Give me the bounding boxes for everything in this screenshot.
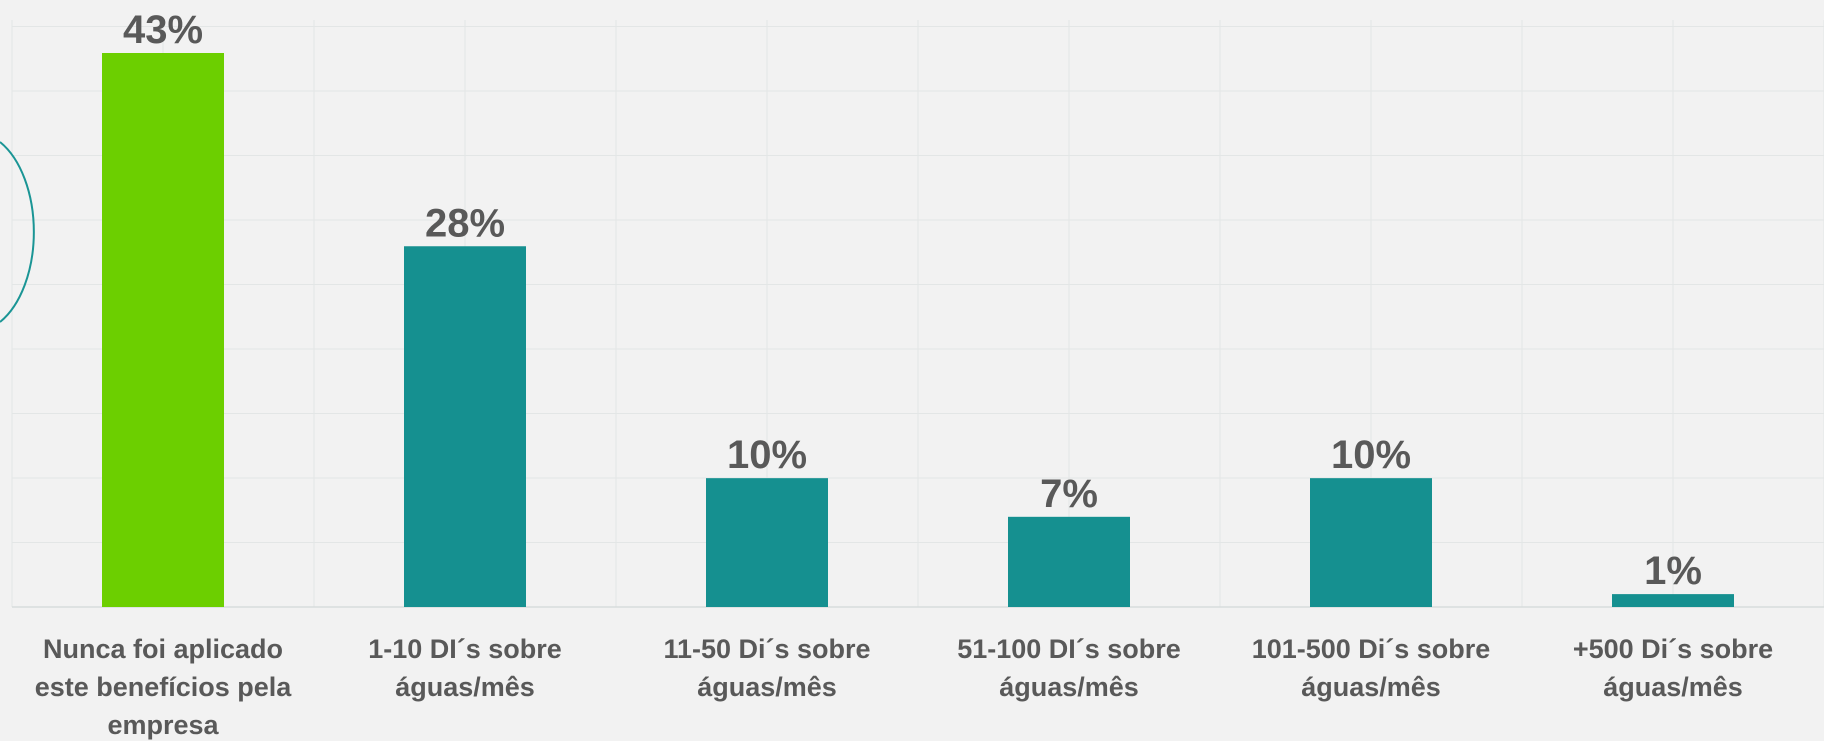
x-tick-label: 11-50 Di´s sobre águas/mês bbox=[663, 634, 870, 702]
x-tick-label: Nunca foi aplicado este benefícios pela em… bbox=[35, 634, 293, 740]
category-labels: Nunca foi aplicado este benefícios pela em… bbox=[35, 634, 1773, 740]
value-labels: 43% 28% 10% 7% 10% 1% bbox=[123, 8, 1702, 593]
bar bbox=[1310, 478, 1432, 607]
bar bbox=[1612, 594, 1734, 607]
bars bbox=[102, 53, 1734, 608]
grid bbox=[11, 20, 1824, 608]
data-label: 7% bbox=[1040, 472, 1098, 516]
data-label: 10% bbox=[727, 433, 807, 477]
bar bbox=[1008, 516, 1130, 607]
x-tick-label: 101-500 Di´s sobre águas/mês bbox=[1252, 634, 1491, 702]
x-tick-label: 51-100 DI´s sobre águas/mês bbox=[957, 634, 1181, 702]
bar bbox=[404, 246, 526, 608]
x-tick-label: 1-10 DI´s sobre águas/mês bbox=[368, 634, 562, 702]
data-label: 43% bbox=[123, 8, 203, 52]
bar bbox=[706, 478, 828, 607]
data-label: 1% bbox=[1644, 549, 1702, 593]
data-label: 10% bbox=[1331, 433, 1411, 477]
data-label: 28% bbox=[425, 201, 505, 245]
x-tick-label: +500 Di´s sobre águas/mês bbox=[1573, 634, 1773, 702]
bar bbox=[102, 53, 224, 607]
decorative-arc bbox=[0, 141, 35, 323]
